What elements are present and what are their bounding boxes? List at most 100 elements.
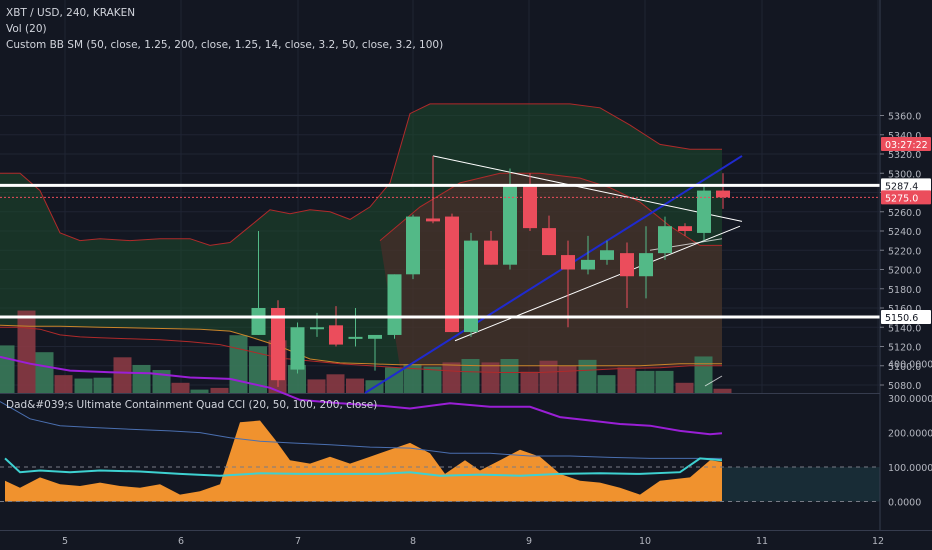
candle-body [368, 334, 382, 339]
time-tick-label: 8 [410, 536, 416, 547]
trendline-drawings[interactable] [364, 155, 743, 394]
volume-bar [461, 359, 480, 393]
volume-bar [442, 362, 461, 393]
candle-body [678, 226, 692, 231]
candle-body [620, 253, 634, 277]
volume-bar [307, 379, 326, 393]
candle-body [464, 240, 478, 333]
volume-bar [346, 378, 364, 393]
volume-bar [288, 364, 306, 393]
volume-bar [481, 362, 500, 393]
cci-tick-label: 300.0000 [888, 394, 932, 405]
volume-bar [578, 359, 597, 393]
volume-bar [54, 375, 73, 393]
time-tick-label: 9 [526, 536, 532, 547]
resistance-trendline[interactable] [432, 155, 743, 222]
volume-bar [403, 364, 422, 393]
candle-body [251, 308, 266, 335]
volume-bar [558, 365, 577, 393]
blue-trendline[interactable] [364, 155, 743, 394]
candle-body [503, 184, 517, 265]
candle-body [600, 250, 614, 260]
price-tick-label: 5080.0 [888, 381, 921, 392]
volume-bar [35, 352, 54, 393]
volume-bar [423, 366, 442, 393]
candle-body [716, 190, 730, 198]
cci-legend: Dad&#039;s Ultimate Containment Quad CCI… [6, 399, 377, 411]
bb-inner-line [379, 172, 722, 246]
volume-bar [539, 360, 558, 393]
volume-bar [694, 356, 713, 393]
price-badge-label: 03:27:22 [885, 140, 928, 151]
price-badge [881, 178, 931, 193]
symbol-title: XBT / USD, 240, KRAKEN [6, 7, 135, 19]
price-badge [881, 190, 931, 205]
time-tick-label: 6 [178, 536, 184, 547]
candle-body [697, 190, 711, 233]
cci-pane-bg [0, 393, 880, 530]
volume-bar [500, 359, 519, 393]
short-trendline-2[interactable] [704, 375, 723, 387]
volume-bar [210, 387, 229, 393]
candle-body [329, 325, 343, 345]
volume-bar [229, 335, 248, 393]
candle-body [387, 274, 402, 335]
candle-body [542, 228, 556, 256]
price-tick-label: 5200.0 [888, 266, 921, 277]
candle-body [639, 253, 653, 277]
price-tick-label: 5140.0 [888, 323, 921, 334]
price-tick-label: 5300.0 [888, 169, 921, 180]
volume-bar [17, 310, 36, 393]
volume-bar [0, 345, 15, 393]
candle-body [290, 327, 305, 370]
price-tick-label: 5260.0 [888, 208, 921, 219]
candle-body [426, 218, 440, 222]
candle-body [658, 226, 672, 254]
price-badge-label: 5150.6 [885, 313, 918, 324]
volume-bar [132, 364, 151, 393]
candle-body [271, 308, 285, 381]
volume-bars [0, 310, 732, 393]
volume-bar [171, 382, 190, 393]
price-tick-label: 5340.0 [888, 131, 921, 142]
price-axis-bg [880, 0, 932, 550]
time-tick-label: 12 [872, 536, 884, 547]
cci-orange-area [5, 420, 722, 502]
cci-tick-label: 400.0000 [888, 360, 932, 371]
cci-steelblue-line [0, 401, 722, 459]
volume-bar [617, 367, 636, 393]
volume-bar [249, 346, 267, 393]
candle-body [445, 216, 459, 333]
volume-bar [190, 389, 209, 393]
price-badge-label: 5287.4 [885, 181, 918, 192]
bb-upper-line [0, 103, 722, 246]
price-tick-label: 5180.0 [888, 285, 921, 296]
price-badge-label: 5275.0 [885, 193, 918, 204]
price-badge [881, 137, 931, 151]
candle-body [484, 240, 498, 265]
candle-body [310, 327, 324, 330]
bollinger-lines [0, 103, 722, 373]
cci-cyan-line [4, 457, 723, 477]
volume-bar [597, 375, 616, 393]
support-trendline[interactable] [454, 225, 741, 342]
time-tick-label: 10 [639, 536, 651, 547]
cci-tick-label: 200.0000 [888, 429, 932, 440]
time-tick-label: 5 [62, 536, 68, 547]
volume-bar [520, 371, 539, 393]
horizontal-levels[interactable] [0, 183, 880, 319]
volume-legend: Vol (20) [6, 23, 47, 35]
candlesticks [251, 155, 730, 387]
bb-basis-line [0, 324, 722, 367]
cci-tick-label: 100.0000 [888, 463, 932, 474]
price-tick-label: 5360.0 [888, 112, 921, 123]
volume-bar [93, 377, 112, 393]
candle-body [523, 184, 537, 229]
time-tick-label: 11 [756, 536, 768, 547]
time-tick-label: 7 [295, 536, 301, 547]
price-tick-label: 5100.0 [888, 362, 921, 373]
volume-bar [113, 357, 132, 393]
volume-bar [655, 370, 674, 393]
